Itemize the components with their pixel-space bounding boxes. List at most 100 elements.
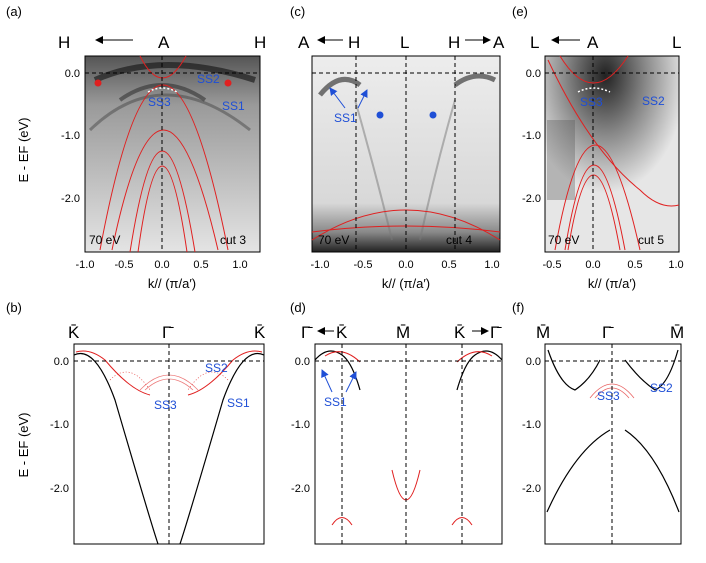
- band-f-1: [547, 349, 601, 391]
- calc-line-a-2: [111, 129, 219, 251]
- xtick-e-1: 0.0: [585, 259, 600, 271]
- annotation-ss3-f: SS3: [597, 389, 620, 403]
- xtick-a-2: 0.0: [154, 259, 169, 271]
- band-d-red-2: [456, 351, 493, 363]
- panel-label-b: (b): [6, 300, 22, 315]
- cut-label-e: cut 5: [638, 233, 664, 247]
- band-b-red-2: [187, 350, 263, 396]
- xtick-a-0: -1.0: [76, 259, 95, 271]
- annotation-ss2-f: SS2: [650, 381, 673, 395]
- calc-line-a-4: [137, 165, 188, 253]
- panel-c: (c) A H L H A SS1 70 eV cut 4 -1.0 -0.5 …: [290, 4, 505, 291]
- hs-label-c-4: A: [493, 33, 505, 52]
- ss1-arrow-c-left: [329, 87, 346, 109]
- photon-energy-e: 70 eV: [548, 233, 579, 247]
- panel-label-a: (a): [6, 4, 22, 19]
- arpes-image-e: [544, 55, 680, 253]
- panel-f: (f) M̄ Γ̄ M̄ SS3 SS2 0.0 -1.0 -2.0: [512, 300, 684, 545]
- hs-label-d-3: K̄: [454, 323, 466, 342]
- marker-dot-c-right: [429, 111, 437, 119]
- xtick-e-0: -0.5: [543, 259, 562, 271]
- panel-label-d: (d): [290, 300, 306, 315]
- ytick-d-2: -2.0: [291, 483, 310, 495]
- hs-label-c-1: H: [348, 33, 360, 52]
- xtick-c-1: -0.5: [354, 259, 373, 271]
- band-b-red-1: [75, 350, 151, 396]
- xtick-e-3: 1.0: [668, 259, 683, 271]
- panel-label-e: (e): [512, 4, 528, 19]
- annotation-ss2-e: SS2: [642, 94, 665, 108]
- hs-label-d-1: K̄: [336, 323, 348, 342]
- calc-line-a-1: [99, 84, 229, 251]
- ytick-d-0: 0.0: [295, 356, 310, 368]
- ytick-e-1: -1.0: [522, 130, 541, 142]
- annotation-ss3-a: SS3: [148, 95, 171, 109]
- hs-label-a-left: H: [58, 33, 70, 52]
- annotation-ss1-a: SS1: [222, 99, 245, 113]
- band-c-left: [318, 76, 362, 97]
- band-a-top: [93, 62, 256, 83]
- calc-image-d: [314, 343, 503, 545]
- band-f-2: [624, 349, 679, 391]
- xtick-a-4: 1.0: [232, 259, 247, 271]
- hs-label-f-1: Γ̄: [602, 323, 614, 342]
- xlabel-e: k// (π/a′): [588, 276, 636, 291]
- ylabel-b: E - EF (eV): [16, 412, 31, 477]
- hs-label-b-2: K̄: [254, 323, 266, 342]
- ytick-b-1: -1.0: [50, 419, 69, 431]
- ytick-e-2: -2.0: [522, 193, 541, 205]
- ytick-b-2: -2.0: [50, 483, 69, 495]
- xtick-c-2: 0.0: [398, 259, 413, 271]
- annotation-ss2-a: SS2: [197, 72, 220, 86]
- ss3-dashed-e: [577, 87, 611, 93]
- hs-label-c-0: A: [298, 33, 310, 52]
- annotation-ss1-b: SS1: [227, 396, 250, 410]
- panel-a: (a) H A H SS1 SS2 SS3 70 eV cut 3 0.0 -1…: [6, 4, 266, 291]
- ytick-a-2: -2.0: [61, 193, 80, 205]
- shade-e-left: [547, 120, 575, 200]
- hs-label-e-2: L: [672, 33, 681, 52]
- cut-label-a: cut 3: [220, 233, 246, 247]
- hs-label-b-1: Γ̄: [162, 323, 174, 342]
- marker-dot-c-left: [376, 111, 384, 119]
- xlabel-c: k// (π/a′): [382, 276, 430, 291]
- calc-line-e-1: [554, 144, 641, 251]
- band-b-1: [73, 352, 159, 545]
- band-f-3: [546, 429, 611, 513]
- ytick-d-1: -1.0: [291, 419, 310, 431]
- band-a-low: [88, 93, 251, 132]
- band-b-2: [179, 352, 265, 545]
- panel-e: (e) L A L SS3 SS2 70 eV cut 5 0.0 -1.0 -…: [512, 4, 684, 291]
- ytick-a-1: -1.0: [61, 130, 80, 142]
- annotation-ss1-d: SS1: [324, 395, 347, 409]
- annotation-ss3-b: SS3: [154, 398, 177, 412]
- hs-label-d-0: Γ̄: [301, 323, 313, 342]
- marker-dot-a-right: [224, 79, 232, 87]
- ytick-a-0: 0.0: [65, 68, 80, 80]
- ytick-b-0: 0.0: [54, 356, 69, 368]
- hs-label-a-center: A: [158, 33, 170, 52]
- ytick-e-0: 0.0: [526, 68, 541, 80]
- ytick-f-1: -1.0: [522, 419, 541, 431]
- xtick-c-0: -1.0: [311, 259, 330, 271]
- ytick-f-2: -2.0: [522, 483, 541, 495]
- cut-label-c: cut 4: [446, 233, 472, 247]
- panel-label-f: (f): [512, 300, 524, 315]
- hs-label-c-3: H: [448, 33, 460, 52]
- hs-label-d-2: M̄: [396, 323, 410, 342]
- ylabel-a: E - EF (eV): [16, 117, 31, 182]
- annotation-ss2-b: SS2: [205, 361, 228, 375]
- xtick-c-3: 0.5: [441, 259, 456, 271]
- calc-line-e-5: [559, 55, 629, 84]
- xtick-e-2: 0.5: [627, 259, 642, 271]
- ss1-arrow-d-left: [321, 369, 333, 393]
- calc-line-e-4: [547, 59, 680, 207]
- hs-label-b-0: K̄: [68, 323, 80, 342]
- photon-energy-a: 70 eV: [89, 233, 120, 247]
- band-c-inner-left: [354, 99, 393, 241]
- hs-label-d-4: Γ̄: [490, 323, 502, 342]
- xtick-c-4: 1.0: [484, 259, 499, 271]
- calc-image-f: [544, 343, 682, 545]
- photon-energy-c: 70 eV: [318, 233, 349, 247]
